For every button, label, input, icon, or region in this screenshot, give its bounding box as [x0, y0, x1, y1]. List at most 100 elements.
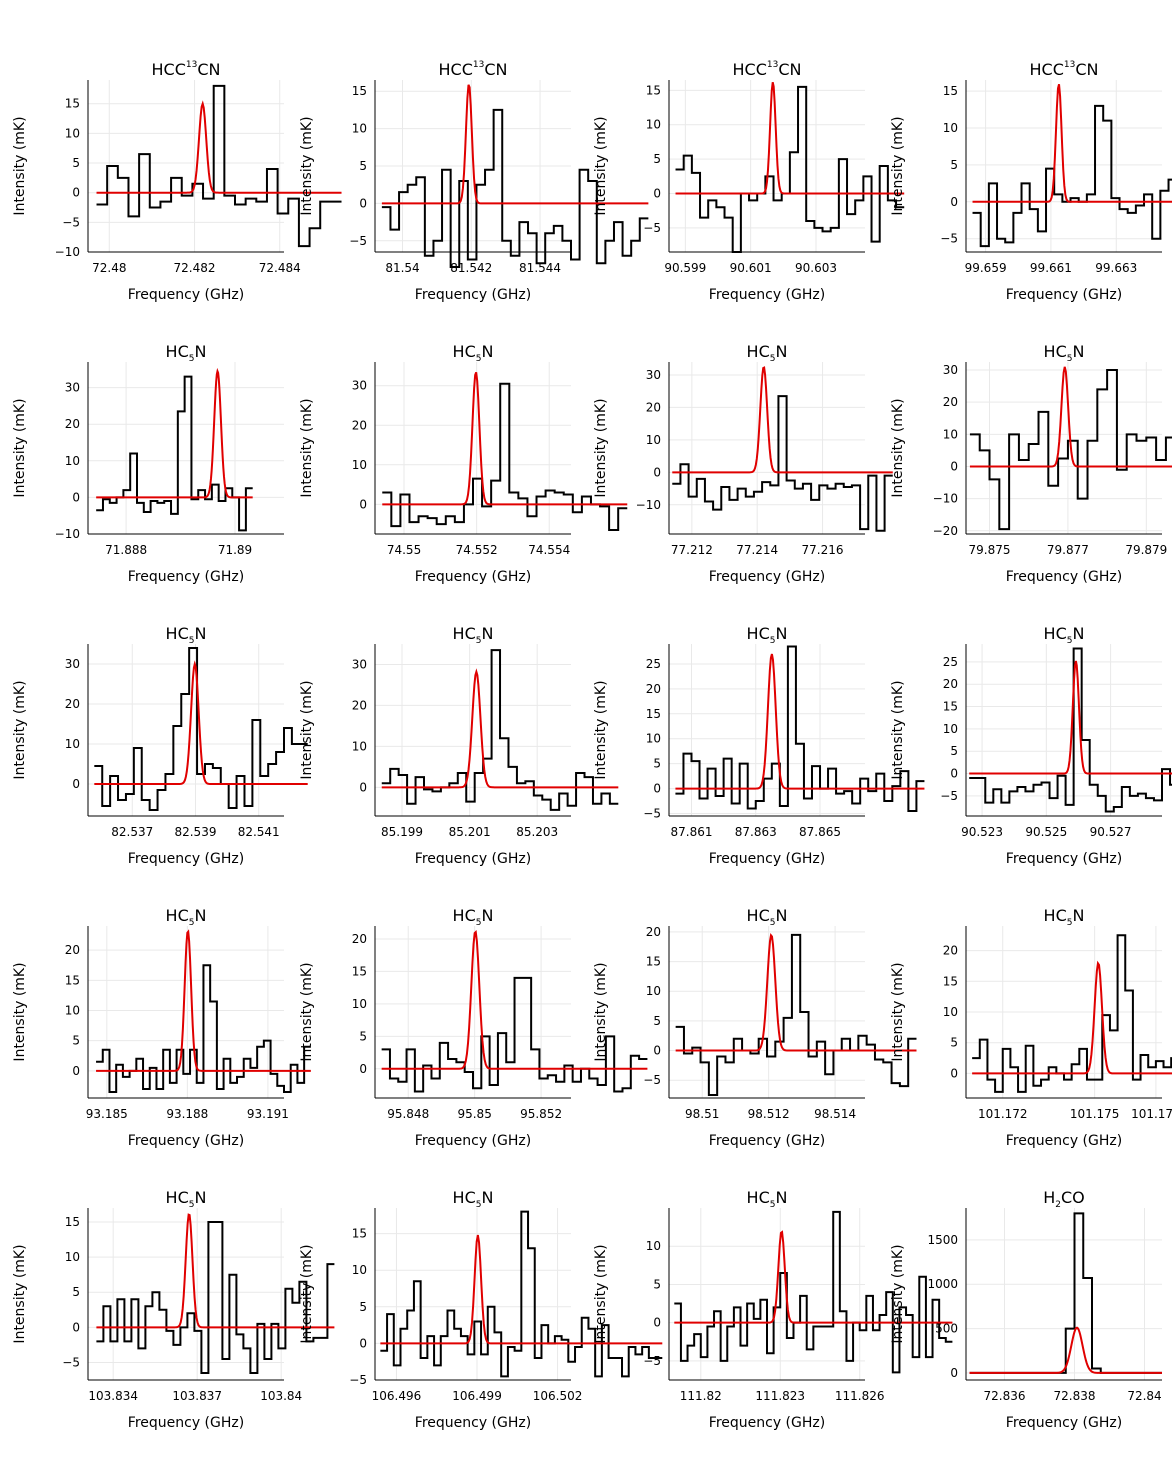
y-tick-label: 30	[352, 657, 367, 671]
x-tick-label: 99.661	[1030, 261, 1072, 275]
panel-title: HC5N	[747, 906, 788, 928]
y-tick-label: 20	[352, 932, 367, 946]
x-tick-label: 95.85	[457, 1107, 491, 1121]
y-tick-label: 0	[950, 767, 958, 781]
gaussian-fit	[972, 960, 1172, 1075]
y-tick-label: 10	[646, 732, 661, 746]
x-tick-label: 74.554	[528, 543, 570, 557]
panel-title: HC5N	[1044, 906, 1085, 928]
y-tick-label: 0	[72, 186, 80, 200]
y-tick-label: 20	[646, 925, 661, 939]
spectrum-panel-13: 93.185 93.188 93.191 0 5 10 15 20 Frequency (GHz…	[12, 906, 311, 1149]
title-tail: N	[481, 342, 493, 361]
x-tick-label: 87.863	[735, 825, 777, 839]
spectrum-panel-12: 90.523 90.525 90.527 −5 0 5 10 15 20 25 Frequency …	[890, 624, 1172, 867]
x-axis-label: Frequency (GHz)	[128, 1415, 244, 1431]
x-axis-label: Frequency (GHz)	[128, 569, 244, 585]
observed-spectrum	[96, 964, 311, 1093]
y-tick-label: 0	[72, 777, 80, 791]
title-main: HC	[747, 624, 770, 643]
panel-title: HC5N	[166, 342, 207, 364]
x-axis-label: Frequency (GHz)	[415, 287, 531, 303]
observed-spectrum	[675, 933, 917, 1097]
title-subscript: 2	[1055, 1200, 1061, 1210]
y-tick-label: 15	[943, 84, 958, 98]
y-tick-label: 15	[352, 84, 367, 98]
panel-title: HC5N	[453, 624, 494, 646]
title-subscript: 5	[476, 1200, 482, 1210]
y-tick-label: 0	[950, 459, 958, 473]
y-tick-label: 0	[359, 1336, 367, 1350]
observed-spectrum	[674, 1210, 953, 1374]
y-tick-label: 5	[72, 1285, 80, 1299]
spectrum-panel-19: 111.82 111.823 111.826 −5 0 5 10 Frequency (GHz…	[593, 1188, 953, 1431]
y-tick-label: 5	[950, 744, 958, 758]
panel-title: HCC13CN	[152, 60, 221, 79]
y-tick-label: 5	[653, 1014, 661, 1028]
observed-spectrum	[382, 382, 628, 532]
x-axis-label: Frequency (GHz)	[709, 1415, 825, 1431]
y-tick-label: 15	[943, 700, 958, 714]
y-tick-label: 5	[653, 757, 661, 771]
x-tick-label: 72.484	[259, 261, 301, 275]
observed-spectrum	[94, 647, 308, 811]
gaussian-fit	[381, 84, 649, 205]
x-axis-label: Frequency (GHz)	[1006, 287, 1122, 303]
spectrum-panel-8: 79.875 79.877 79.879 −20 −10 0 10 20 30 Frequency…	[890, 342, 1172, 585]
y-tick-label: 20	[646, 400, 661, 414]
y-tick-label: 15	[352, 964, 367, 978]
x-tick-label: 90.599	[664, 261, 706, 275]
y-tick-label: −5	[62, 215, 80, 229]
title-main: HC	[453, 624, 476, 643]
gaussian-fit	[672, 366, 893, 474]
y-tick-label: 10	[943, 121, 958, 135]
title-subscript: 5	[770, 918, 776, 928]
y-tick-label: 15	[65, 973, 80, 987]
spectrum-panel-16: 101.172 101.175 101.177 0 5 10 15 20 Frequency (…	[890, 906, 1172, 1149]
title-tail: N	[194, 342, 206, 361]
y-tick-label: 10	[352, 997, 367, 1011]
y-tick-label: 10	[943, 1005, 958, 1019]
y-tick-label: 30	[65, 657, 80, 671]
y-axis-label: Intensity (mK)	[890, 398, 906, 497]
title-main: HC	[453, 906, 476, 925]
gaussian-fit	[969, 660, 1172, 775]
x-tick-label: 103.834	[88, 1389, 138, 1403]
title-tail: N	[481, 624, 493, 643]
title-main: HC	[453, 342, 476, 361]
title-subscript: 5	[770, 636, 776, 646]
observed-spectrum	[96, 84, 342, 248]
y-tick-label: 20	[943, 677, 958, 691]
x-tick-label: 111.826	[835, 1389, 885, 1403]
y-tick-label: −20	[933, 524, 958, 538]
y-tick-label: 20	[943, 395, 958, 409]
x-tick-label: 79.879	[1125, 543, 1167, 557]
y-axis-label: Intensity (mK)	[12, 962, 28, 1061]
observed-spectrum	[381, 108, 649, 268]
title-main: HC	[1044, 906, 1067, 925]
title-main: HC	[166, 624, 189, 643]
x-axis-label: Frequency (GHz)	[128, 287, 244, 303]
gaussian-fit	[675, 653, 925, 790]
y-tick-label: 25	[646, 657, 661, 671]
y-axis-label: Intensity (mK)	[593, 116, 609, 215]
y-tick-label: −5	[349, 234, 367, 248]
observed-spectrum	[675, 85, 905, 253]
y-tick-label: −5	[349, 1373, 367, 1387]
y-tick-label: −5	[643, 1073, 661, 1087]
x-tick-label: 103.84	[260, 1389, 302, 1403]
gaussian-fit	[969, 366, 1172, 468]
gaussian-fit	[381, 668, 619, 789]
observed-spectrum	[672, 395, 893, 532]
y-tick-label: 15	[943, 974, 958, 988]
x-axis-label: Frequency (GHz)	[415, 1133, 531, 1149]
panel-title: H2CO	[1043, 1188, 1085, 1210]
title-subscript: 5	[189, 1200, 195, 1210]
y-axis-label: Intensity (mK)	[299, 962, 315, 1061]
spectrum-panel-10: 85.199 85.201 85.203 0 10 20 30 Frequency (GHz)…	[299, 624, 619, 867]
title-tail: N	[1072, 342, 1084, 361]
x-tick-label: 93.185	[86, 1107, 128, 1121]
gaussian-fit	[96, 367, 253, 499]
title-main: HC	[453, 1188, 476, 1207]
y-tick-label: 10	[65, 1003, 80, 1017]
